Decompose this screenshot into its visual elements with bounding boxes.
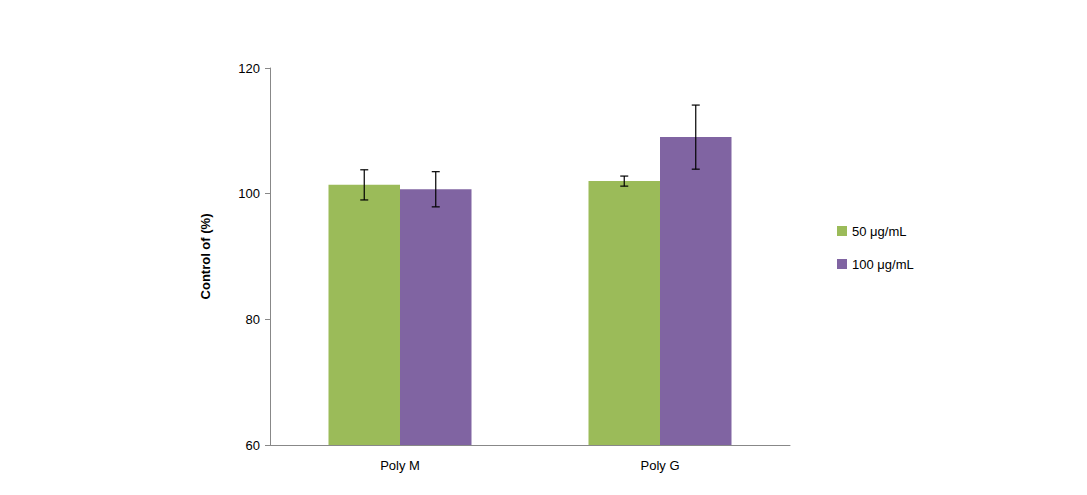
svg-text:100: 100	[238, 186, 260, 201]
svg-text:80: 80	[246, 312, 260, 327]
svg-text:100 μg/mL: 100 μg/mL	[852, 257, 914, 272]
svg-text:60: 60	[246, 438, 260, 453]
svg-text:120: 120	[238, 61, 260, 76]
svg-text:Control of (%): Control of (%)	[198, 214, 213, 300]
svg-text:Poly M: Poly M	[380, 458, 420, 473]
svg-text:Poly G: Poly G	[640, 458, 679, 473]
svg-text:50 μg/mL: 50 μg/mL	[852, 224, 906, 239]
